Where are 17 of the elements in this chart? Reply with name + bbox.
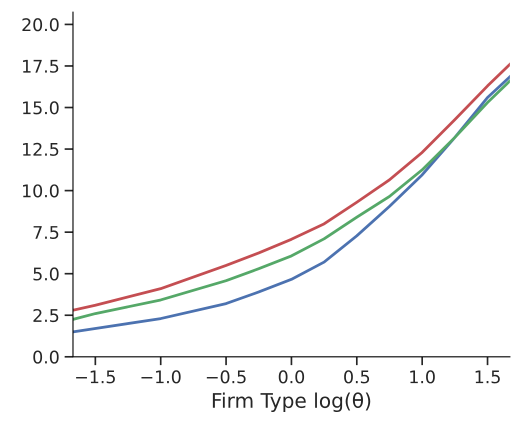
y-tick-label: 5.0 bbox=[34, 267, 59, 281]
x-tick-label: 0.5 bbox=[344, 370, 370, 384]
x-tick-label: −0.5 bbox=[206, 370, 246, 384]
y-tick-label: 12.5 bbox=[23, 142, 58, 156]
x-tick-label: 1.5 bbox=[476, 370, 500, 384]
y-tick-label: 20.0 bbox=[22, 18, 59, 32]
y-tick-label: 15.0 bbox=[23, 101, 59, 114]
y-tick-label: 0.0 bbox=[33, 350, 59, 364]
y-tick-label: 7.5 bbox=[34, 226, 58, 239]
x-tick-label: 1.0 bbox=[410, 370, 435, 384]
y-tick-label: 10.0 bbox=[23, 184, 59, 198]
x-tick-label: −1.0 bbox=[141, 370, 181, 384]
y-tick-label: 2.5 bbox=[33, 308, 58, 322]
x-tick-label: −1.5 bbox=[76, 370, 115, 384]
x-axis-title: Firm Type log(θ) bbox=[212, 392, 370, 412]
y-tick-label: 17.5 bbox=[23, 60, 58, 73]
x-tick-label: 0.0 bbox=[278, 370, 304, 384]
